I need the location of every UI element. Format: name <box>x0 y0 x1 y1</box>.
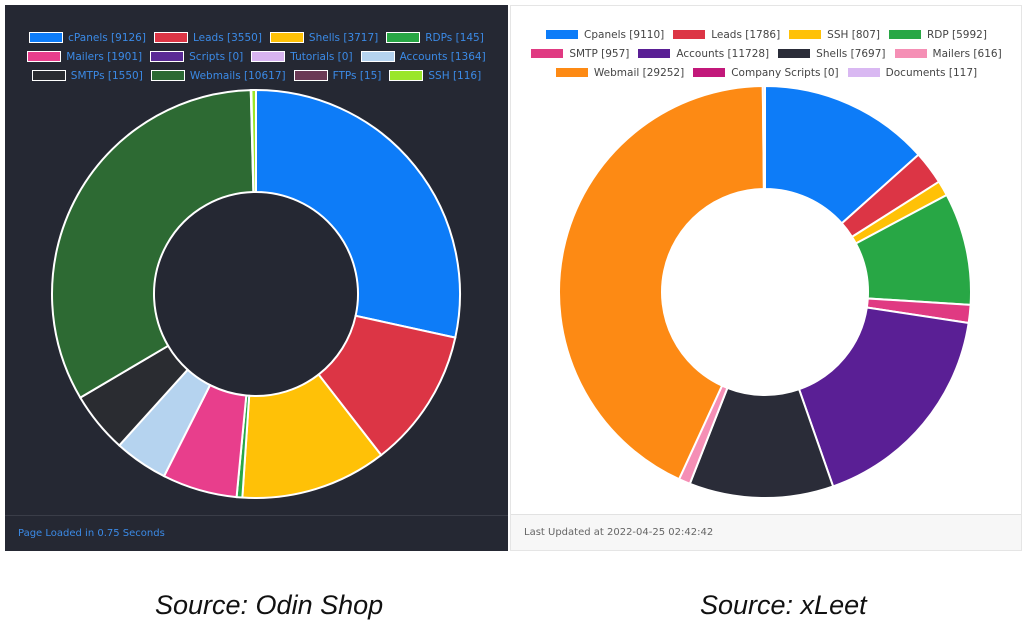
donut-slice-cpanels[interactable] <box>255 88 461 339</box>
legend-label: SSH [807] <box>827 28 880 41</box>
legend-label: Webmail [29252] <box>593 66 685 79</box>
legend-swatch <box>887 29 922 40</box>
donut-slice-webmail[interactable] <box>558 85 765 481</box>
legend-swatch <box>293 70 328 81</box>
page-footer: Page Loaded in 0.75 Seconds <box>5 515 508 551</box>
legend-item-smtp[interactable]: SMTP [957] <box>530 48 629 60</box>
donut-slice-webmails[interactable] <box>51 89 255 400</box>
last-updated-text: Last Updated at 2022-04-25 02:42:42 <box>524 527 714 538</box>
page-footer: Last Updated at 2022-04-25 02:42:42 <box>511 514 1021 550</box>
legend-item-rdp[interactable]: RDP [5992] <box>887 28 987 41</box>
legend-swatch <box>269 32 304 43</box>
legend-label: Accounts [11728] <box>676 47 770 60</box>
legend-item-scripts[interactable]: Scripts [0] <box>150 51 243 63</box>
legend-label: Scripts [0] <box>189 50 244 63</box>
legend-swatch <box>530 48 565 59</box>
legend-label: Accounts [1364] <box>399 50 486 63</box>
legend-row: SMTP [957] Accounts [11728] Shells [7697] M… <box>511 44 1021 63</box>
legend-item-ssh[interactable]: SSH [807] <box>788 29 880 41</box>
legend-swatch <box>637 48 672 59</box>
legend-item-webmail[interactable]: Webmail [29252] <box>554 66 685 79</box>
legend-label: FTPs [15] <box>332 69 382 82</box>
legend-label: SMTP [957] <box>569 47 630 60</box>
legend-swatch <box>389 70 424 81</box>
legend-item-rdps[interactable]: RDPs [145] <box>386 32 484 44</box>
source-caption: Source: xLeet <box>700 590 867 620</box>
chart-legend: cPanels [9126] Leads [3550] Shells [3717] R… <box>5 28 508 85</box>
legend-item-cpanels[interactable]: Cpanels [9110] <box>545 29 664 41</box>
legend-swatch <box>893 48 928 59</box>
legend-swatch <box>27 51 62 62</box>
legend-item-shells[interactable]: Shells [7697] <box>777 47 886 60</box>
legend-item-leads[interactable]: Leads [1786] <box>672 29 780 41</box>
legend-item-smtps[interactable]: SMTPs [1550] <box>31 69 143 82</box>
legend-row: SMTPs [1550] Webmails [10617] FTPs [15] SSH… <box>5 66 508 85</box>
legend-swatch <box>672 29 707 40</box>
legend-item-documents[interactable]: Documents [117] <box>846 66 978 79</box>
legend-item-webmails[interactable]: Webmails [10617] <box>150 69 286 82</box>
source-caption: Source: Odin Shop <box>155 590 384 620</box>
legend-swatch <box>29 32 64 43</box>
legend-label: Company Scripts [0] <box>731 66 839 79</box>
legend-swatch <box>31 70 66 81</box>
legend-item-tutorials[interactable]: Tutorials [0] <box>251 50 353 63</box>
legend-row: Cpanels [9110] Leads [1786] SSH [807] RDP [… <box>511 25 1021 44</box>
legend-label: Documents [117] <box>885 66 978 79</box>
legend-label: Leads [1786] <box>711 28 781 41</box>
legend-label: cPanels [9126] <box>68 31 146 44</box>
legend-swatch <box>153 32 188 43</box>
page-load-time: Page Loaded in 0.75 Seconds <box>18 528 165 539</box>
legend-label: Webmails [10617] <box>189 69 286 82</box>
legend-label: RDP [5992] <box>926 28 987 41</box>
legend-row: Mailers [1901] Scripts [0] Tutorials [0] Ac… <box>5 47 508 66</box>
donut-slice-ssh[interactable] <box>250 88 257 194</box>
legend-swatch <box>554 67 589 78</box>
legend-label: SSH [116] <box>428 69 482 82</box>
legend-label: Shells [7697] <box>816 47 886 60</box>
odin-shop-panel: cPanels [9126] Leads [3550] Shells [3717] R… <box>5 5 508 551</box>
legend-swatch <box>150 70 185 81</box>
legend-label: Leads [3550] <box>192 31 262 44</box>
legend-swatch <box>777 48 812 59</box>
legend-label: Tutorials [0] <box>290 50 353 63</box>
legend-item-mailers[interactable]: Mailers [1901] <box>27 51 142 63</box>
legend-item-ssh[interactable]: SSH [116] <box>389 70 481 82</box>
legend-label: Cpanels [9110] <box>584 28 665 41</box>
legend-item-mailers[interactable]: Mailers [616] <box>893 47 1002 60</box>
legend-item-leads[interactable]: Leads [3550] <box>153 31 262 44</box>
xleet-panel: Cpanels [9110] Leads [1786] SSH [807] RDP [… <box>510 5 1022 551</box>
legend-item-shells[interactable]: Shells [3717] <box>269 31 379 44</box>
donut-slice-documents[interactable] <box>761 85 766 191</box>
legend-swatch <box>846 67 881 78</box>
legend-swatch <box>545 29 580 40</box>
legend-label: Shells [3717] <box>308 31 379 44</box>
legend-label: SMTPs [1550] <box>70 69 143 82</box>
chart-legend: Cpanels [9110] Leads [1786] SSH [807] RDP [… <box>511 25 1021 82</box>
legend-label: Mailers [616] <box>932 47 1002 60</box>
legend-row: cPanels [9126] Leads [3550] Shells [3717] R… <box>5 28 508 47</box>
legend-swatch <box>692 67 727 78</box>
legend-label: Mailers [1901] <box>66 50 143 63</box>
donut-chart <box>558 85 972 499</box>
legend-swatch <box>150 51 185 62</box>
donut-chart <box>51 88 461 499</box>
donut-slice-accounts[interactable] <box>797 306 970 488</box>
legend-item-company-scripts[interactable]: Company Scripts [0] <box>692 66 839 79</box>
legend-swatch <box>386 32 421 43</box>
legend-swatch <box>251 51 286 62</box>
legend-item-accounts[interactable]: Accounts [1364] <box>360 50 486 63</box>
legend-item-cpanels[interactable]: cPanels [9126] <box>29 32 146 44</box>
legend-item-ftps[interactable]: FTPs [15] <box>293 69 382 82</box>
legend-swatch <box>360 51 395 62</box>
legend-swatch <box>788 29 823 40</box>
legend-item-accounts[interactable]: Accounts [11728] <box>637 48 769 60</box>
legend-label: RDPs [145] <box>425 31 484 44</box>
legend-row: Webmail [29252] Company Scripts [0] Docume… <box>511 63 1021 82</box>
